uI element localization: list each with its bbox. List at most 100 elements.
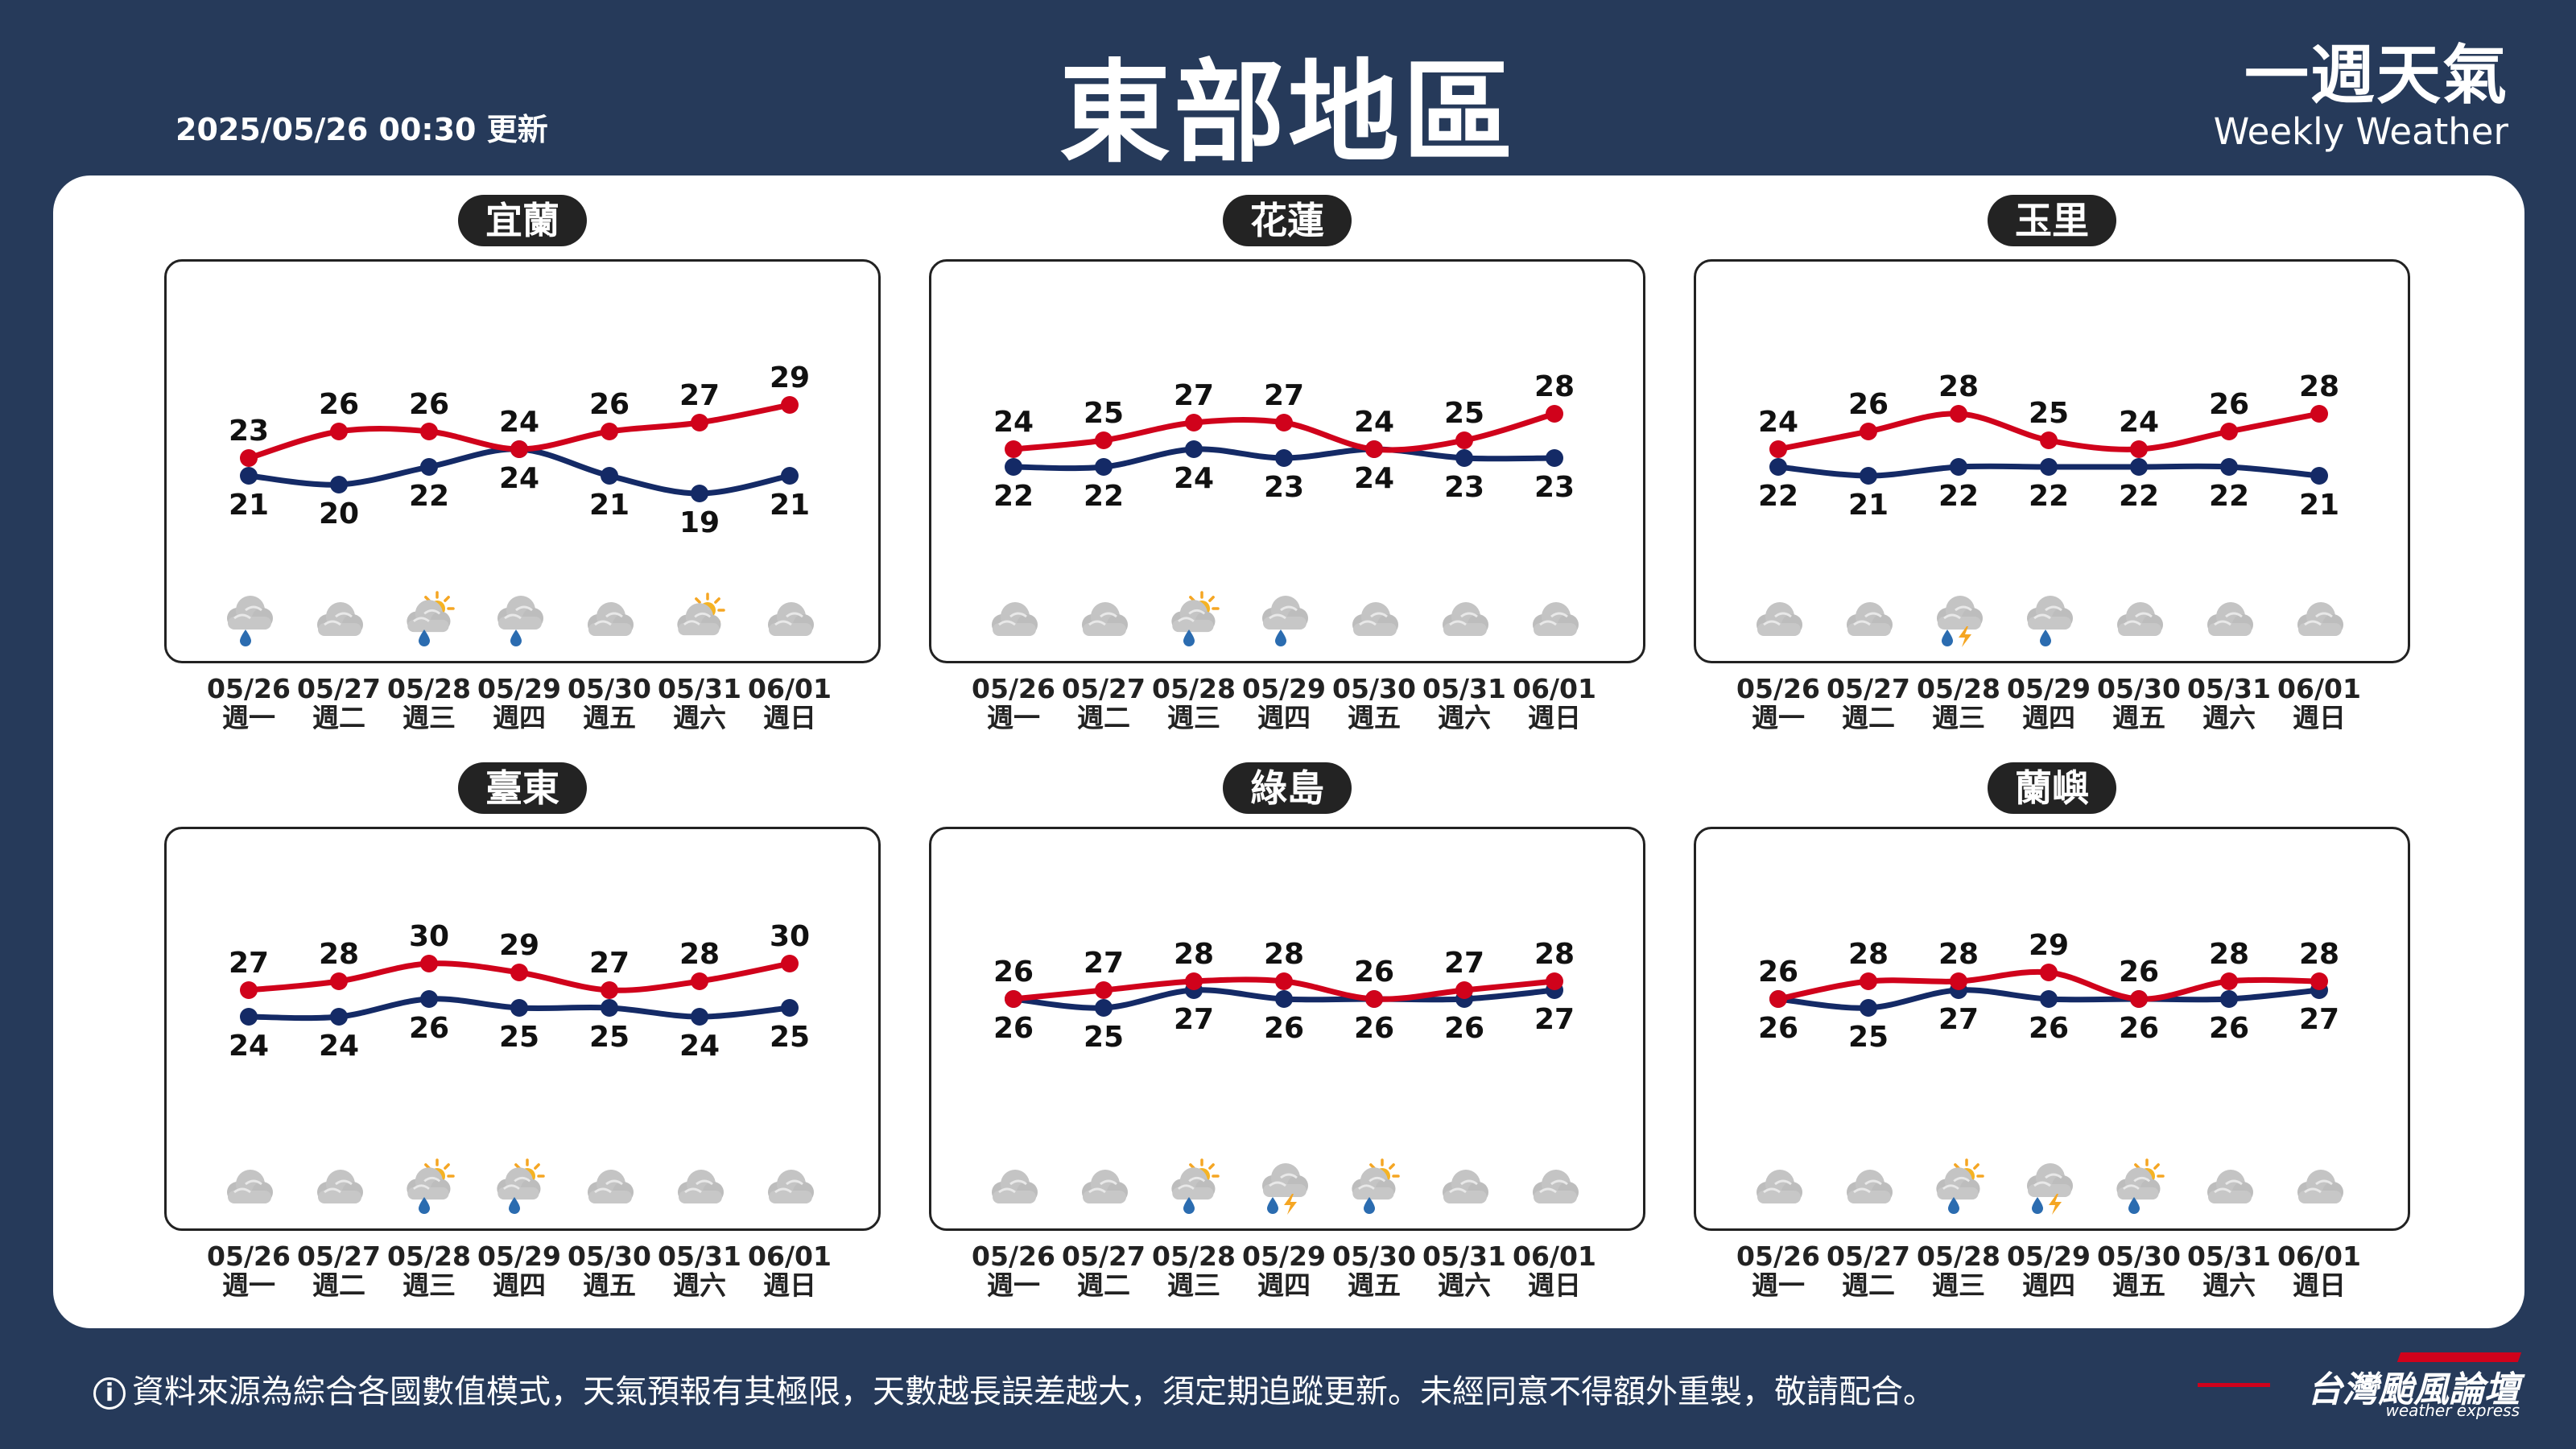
date-text: 05/28	[387, 673, 471, 704]
city-label: 玉里	[1988, 195, 2116, 246]
day-label: 05/30 週五	[557, 675, 662, 733]
high-temp-label: 26	[1848, 388, 1889, 421]
cloud-shape	[317, 1170, 363, 1203]
cloud-shape	[1936, 1167, 1980, 1200]
day-label: 06/01 週日	[2267, 1242, 2372, 1300]
cloud-shape	[677, 603, 721, 636]
weekday-text: 週五	[583, 1269, 636, 1301]
high-temp-label: 28	[1174, 938, 1214, 971]
date-text: 06/01	[2277, 1241, 2361, 1272]
thunder-rain-icon	[1937, 596, 1983, 647]
cloud-shape	[1937, 596, 1983, 630]
date-text: 05/29	[1242, 673, 1326, 704]
cloud-shape	[1847, 1170, 1893, 1203]
cloudy-icon	[768, 602, 814, 636]
day-label: 05/30 週五	[2087, 1242, 2191, 1300]
high-temp-label: 30	[770, 920, 810, 953]
high-temp-label: 25	[1444, 397, 1484, 430]
raindrop-shape	[1275, 630, 1286, 646]
cloudy-icon	[2207, 1170, 2253, 1203]
day-label: 05/28 週三	[377, 1242, 481, 1300]
high-temp-point	[510, 440, 528, 458]
sun-cloud-rain-icon	[407, 1158, 455, 1214]
cloudy-icon	[992, 1170, 1038, 1203]
date-text: 05/26	[972, 673, 1055, 704]
info-icon: i	[93, 1377, 126, 1410]
cloud-shape	[2117, 602, 2163, 636]
day-label: 06/01 週日	[1502, 1242, 1607, 1300]
high-temp-point	[1546, 972, 1563, 990]
date-text: 05/27	[1062, 673, 1146, 704]
high-temp-point	[1095, 981, 1113, 999]
low-temp-label: 25	[770, 1021, 810, 1054]
cloud-shape	[1262, 596, 1308, 630]
chart-plot: 26 28 28 29 26 28 28 26 25 27 26 26 26 27	[1757, 929, 2343, 1215]
low-temp-label: 22	[409, 480, 449, 513]
weekday-text: 週一	[222, 1269, 275, 1301]
city-label: 蘭嶼	[1988, 762, 2116, 814]
brand-title-zh: 一週天氣	[2244, 38, 2508, 113]
raindrop-shape	[419, 1197, 430, 1214]
high-temp-point	[1275, 414, 1293, 431]
high-temp-point	[781, 396, 799, 414]
low-temp-label: 25	[1084, 1021, 1124, 1054]
cloudy-icon	[992, 602, 1038, 636]
raindrop-shape	[510, 630, 522, 646]
weekday-text: 週五	[2112, 1269, 2165, 1301]
date-text: 05/28	[387, 1241, 471, 1272]
high-temp-label: 24	[1354, 406, 1394, 439]
low-temp-label: 26	[2209, 1012, 2249, 1045]
date-text: 05/29	[477, 1241, 561, 1272]
day-label: 05/31 週六	[647, 675, 752, 733]
high-temp-point	[330, 972, 348, 990]
high-temp-point	[330, 423, 348, 440]
high-temp-point	[2310, 405, 2328, 423]
low-temp-label: 22	[1938, 480, 1979, 513]
high-temp-label: 29	[770, 361, 810, 394]
high-temp-label: 26	[2209, 388, 2249, 421]
low-temp-point	[1950, 458, 1967, 476]
chart-plot: 26 27 28 28 26 27 28 26 25 27 26 26 26 27	[992, 938, 1579, 1215]
logo-subtext: weather express	[2385, 1401, 2520, 1420]
low-temp-point	[330, 1008, 348, 1026]
cloud-shape	[768, 602, 814, 636]
chart-plot: 23 26 26 24 26 27 29 21 20 22 24 21 19 21	[227, 361, 814, 646]
weekday-text: 週六	[2202, 702, 2256, 733]
cloudy-icon	[227, 1170, 273, 1203]
cloud-shape	[588, 602, 634, 636]
rain-icon	[227, 596, 273, 646]
sun-cloud-icon	[677, 592, 725, 636]
low-temp-point	[1860, 467, 1877, 485]
day-label: 05/30 週五	[1322, 675, 1426, 733]
cloudy-icon	[678, 1170, 724, 1203]
date-text: 05/30	[1332, 1241, 1416, 1272]
raindrop-shape	[1942, 630, 1953, 646]
high-temp-label: 28	[2299, 938, 2339, 971]
high-temp-label: 29	[499, 929, 539, 962]
high-temp-label: 27	[1084, 947, 1124, 980]
low-temp-label: 26	[409, 1012, 449, 1045]
weekday-text: 週日	[763, 1269, 816, 1301]
low-temp-point	[1769, 458, 1787, 476]
brand-title-en: Weekly Weather	[2213, 110, 2508, 153]
weekday-text: 週三	[402, 702, 456, 733]
cloudy-icon	[317, 602, 363, 636]
high-temp-point	[1769, 440, 1787, 458]
high-temp-label: 28	[2299, 370, 2339, 403]
high-temp-label: 27	[1174, 379, 1214, 412]
raindrop-shape	[240, 630, 251, 646]
high-temp-label: 23	[229, 415, 269, 448]
high-temp-label: 28	[1264, 938, 1304, 971]
low-temp-point	[691, 1008, 708, 1026]
high-temp-point	[2130, 440, 2148, 458]
low-temp-point	[2130, 458, 2148, 476]
cloud-shape	[2207, 1170, 2253, 1203]
cloud-shape	[2297, 602, 2343, 636]
low-temp-label: 21	[770, 489, 810, 522]
high-temp-point	[1365, 990, 1383, 1008]
date-text: 05/31	[2187, 1241, 2271, 1272]
low-temp-point	[1455, 449, 1473, 467]
day-label: 06/01 週日	[2267, 675, 2372, 733]
day-label: 05/28 週三	[1906, 1242, 2011, 1300]
date-text: 05/29	[477, 673, 561, 704]
